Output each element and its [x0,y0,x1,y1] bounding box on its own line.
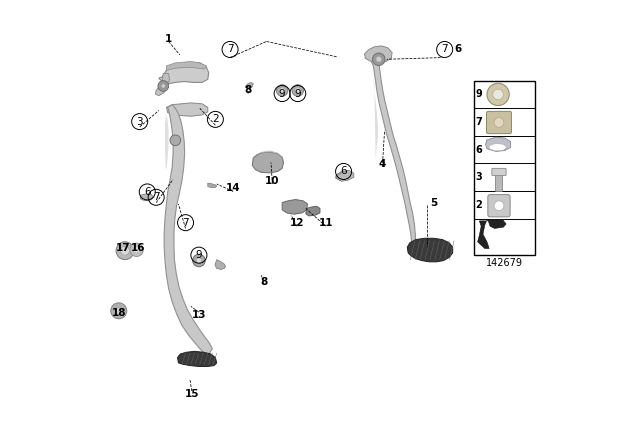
Text: 18: 18 [111,308,126,318]
Polygon shape [165,115,168,171]
Polygon shape [257,151,284,159]
Text: 13: 13 [191,310,206,320]
Circle shape [158,81,168,91]
Text: 6: 6 [340,167,347,177]
Polygon shape [166,103,208,116]
FancyBboxPatch shape [486,112,511,134]
Circle shape [130,243,143,257]
Polygon shape [477,221,489,249]
Polygon shape [164,105,212,355]
Circle shape [193,254,205,267]
Circle shape [280,88,285,93]
Polygon shape [215,260,226,269]
Text: 8: 8 [244,86,252,95]
Polygon shape [140,194,154,201]
Circle shape [493,89,504,100]
Text: 3: 3 [136,116,143,127]
Text: 9: 9 [476,90,483,99]
Circle shape [120,246,129,255]
Text: 4: 4 [379,159,386,169]
Polygon shape [373,82,378,159]
Circle shape [111,303,127,319]
Text: 6: 6 [476,145,483,155]
Text: 12: 12 [289,218,304,228]
Polygon shape [337,171,354,181]
Circle shape [276,85,288,96]
Text: 17: 17 [116,243,131,254]
Circle shape [376,56,381,62]
Polygon shape [159,63,209,84]
Text: 5: 5 [430,198,437,207]
Circle shape [115,307,122,314]
Polygon shape [156,73,170,96]
Text: 9: 9 [279,89,285,99]
Circle shape [161,84,166,88]
Text: 6: 6 [454,44,461,55]
Circle shape [134,247,140,253]
Circle shape [295,88,300,93]
Text: 7: 7 [442,44,448,55]
Text: 2: 2 [212,114,219,125]
Polygon shape [486,220,506,228]
Polygon shape [489,143,507,151]
Text: 1: 1 [165,34,172,44]
FancyBboxPatch shape [474,81,535,255]
FancyBboxPatch shape [495,172,502,191]
Text: 7: 7 [227,44,234,55]
Polygon shape [282,199,308,214]
Text: 8: 8 [260,277,268,287]
Text: 9: 9 [294,89,301,99]
Polygon shape [371,60,416,254]
Polygon shape [365,46,392,63]
FancyBboxPatch shape [492,168,506,176]
Text: 7: 7 [476,117,483,127]
Text: 11: 11 [319,218,333,228]
Text: 14: 14 [226,183,241,194]
Text: 7: 7 [182,218,189,228]
Polygon shape [245,82,253,88]
Polygon shape [306,206,320,216]
Circle shape [494,201,504,211]
Polygon shape [208,183,217,188]
Text: 7: 7 [153,192,159,202]
Polygon shape [486,137,511,151]
Text: 15: 15 [184,389,199,399]
Text: 6: 6 [144,187,150,197]
FancyBboxPatch shape [488,194,510,217]
Polygon shape [166,61,207,70]
Circle shape [170,135,180,146]
Circle shape [494,117,504,127]
Circle shape [372,53,385,65]
Text: 10: 10 [265,176,280,186]
Text: 2: 2 [476,200,483,210]
Text: 16: 16 [131,243,145,254]
Text: 3: 3 [476,172,483,182]
Text: 142679: 142679 [486,258,523,268]
Polygon shape [252,152,284,173]
Circle shape [196,258,202,263]
Text: 9: 9 [196,250,202,260]
Polygon shape [335,171,352,181]
Circle shape [292,85,303,96]
Circle shape [487,83,509,106]
Polygon shape [407,238,452,262]
Polygon shape [177,351,217,366]
Circle shape [116,242,134,260]
